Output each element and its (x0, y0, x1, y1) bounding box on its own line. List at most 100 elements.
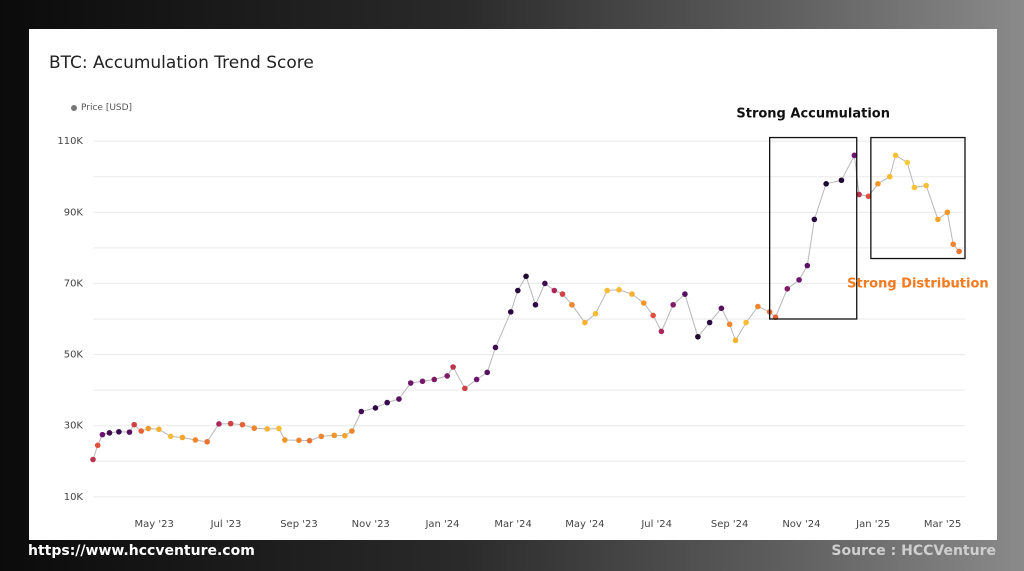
price-point (306, 437, 313, 444)
price-point (407, 380, 414, 386)
price-point (431, 376, 438, 383)
price-point (106, 430, 113, 436)
price-point (484, 369, 491, 376)
price-point (94, 442, 101, 449)
price-point (444, 373, 451, 379)
price-point (192, 437, 199, 443)
price-point (904, 159, 911, 166)
price-point (616, 287, 622, 293)
x-tick-label: Jan '24 (424, 519, 459, 530)
y-tick-label: 110K (57, 136, 83, 147)
price-point (131, 421, 137, 428)
y-tick-label: 70K (64, 278, 84, 289)
price-point (515, 287, 521, 294)
price-point (811, 216, 818, 223)
price-point (732, 337, 739, 344)
price-point (251, 425, 258, 432)
y-tick-label: 50K (64, 350, 84, 361)
price-line (92, 153, 960, 460)
price-point (396, 396, 402, 402)
price-point (956, 248, 962, 255)
accumulation-box (769, 136, 858, 320)
footer-source: Source : HCCVenture (831, 543, 996, 559)
y-tick-label: 30K (64, 421, 84, 432)
price-point (349, 428, 355, 434)
price-point (342, 432, 348, 439)
price-point (507, 309, 514, 315)
price-point (804, 262, 811, 269)
x-tick-label: Nov '24 (782, 519, 820, 530)
x-tick-label: Sep '23 (280, 519, 318, 530)
footer-url[interactable]: https://www.hccventure.com (28, 543, 255, 559)
price-point (179, 434, 186, 441)
x-tick-label: Jul '23 (210, 519, 242, 530)
legend-label: Price [USD] (81, 103, 133, 113)
price-point (935, 216, 941, 223)
price-point (629, 291, 635, 297)
price-point (650, 312, 656, 319)
price-point (726, 321, 733, 328)
price-point (640, 300, 647, 306)
annotation-strong-accumulation: Strong Accumulation (736, 107, 890, 122)
x-tick-label: Sep '24 (711, 519, 749, 530)
price-point (276, 425, 282, 432)
price-point (116, 428, 122, 435)
price-point (886, 173, 893, 180)
price-point (582, 319, 588, 326)
price-point (227, 420, 234, 427)
price-point (145, 425, 152, 432)
price-point (99, 431, 106, 438)
x-tick-label: May '24 (565, 519, 604, 530)
price-point (239, 421, 246, 428)
price-point (911, 184, 918, 191)
price-point (318, 433, 325, 440)
price-point (331, 432, 338, 439)
price-point (865, 193, 872, 200)
x-tick-label: Mar '24 (494, 519, 532, 530)
price-point (282, 437, 288, 443)
distribution-box (870, 136, 966, 260)
price-point (542, 280, 548, 287)
price-point (670, 301, 676, 308)
price-point (492, 344, 499, 351)
price-point (372, 405, 379, 411)
price-point (559, 291, 566, 297)
price-point (695, 333, 701, 340)
price-point (718, 305, 725, 312)
price-point (126, 429, 133, 435)
price-point (784, 285, 791, 292)
price-point (604, 287, 611, 294)
plot-area: 10K 30K 50K 70K 90K 110K May '23 Jul '23 Sep '23… (57, 107, 988, 530)
price-point (384, 399, 390, 406)
price-point (296, 437, 302, 444)
price-point (875, 181, 881, 187)
x-tick-label: May '23 (135, 519, 174, 530)
y-tick-label: 90K (64, 207, 84, 218)
price-point (569, 301, 575, 308)
price-point (473, 376, 480, 383)
price-point (462, 385, 468, 392)
price-point (944, 209, 951, 216)
price-point (796, 277, 802, 283)
price-point (592, 310, 599, 317)
price-point (923, 182, 929, 189)
price-point (419, 378, 426, 385)
x-tick-label: Jul '24 (640, 519, 672, 530)
price-point (856, 191, 862, 198)
y-tick-label: 10K (64, 492, 84, 503)
price-point (823, 181, 829, 187)
x-tick-label: Jan '25 (855, 519, 890, 530)
price-point (523, 273, 529, 280)
x-tick-label: Mar '25 (924, 519, 962, 530)
legend[interactable]: Price [USD] (71, 103, 132, 113)
price-point (682, 291, 688, 297)
chart-title: BTC: Accumulation Trend Score (49, 53, 314, 73)
price-point (216, 421, 222, 427)
price-point (450, 364, 456, 370)
price-point (743, 319, 749, 326)
legend-dot-icon (71, 105, 77, 111)
chart-card: BTC: Accumulation Trend Score Price [USD… (29, 29, 997, 540)
price-point (950, 241, 957, 248)
price-point (755, 303, 761, 310)
price-point (138, 428, 145, 434)
